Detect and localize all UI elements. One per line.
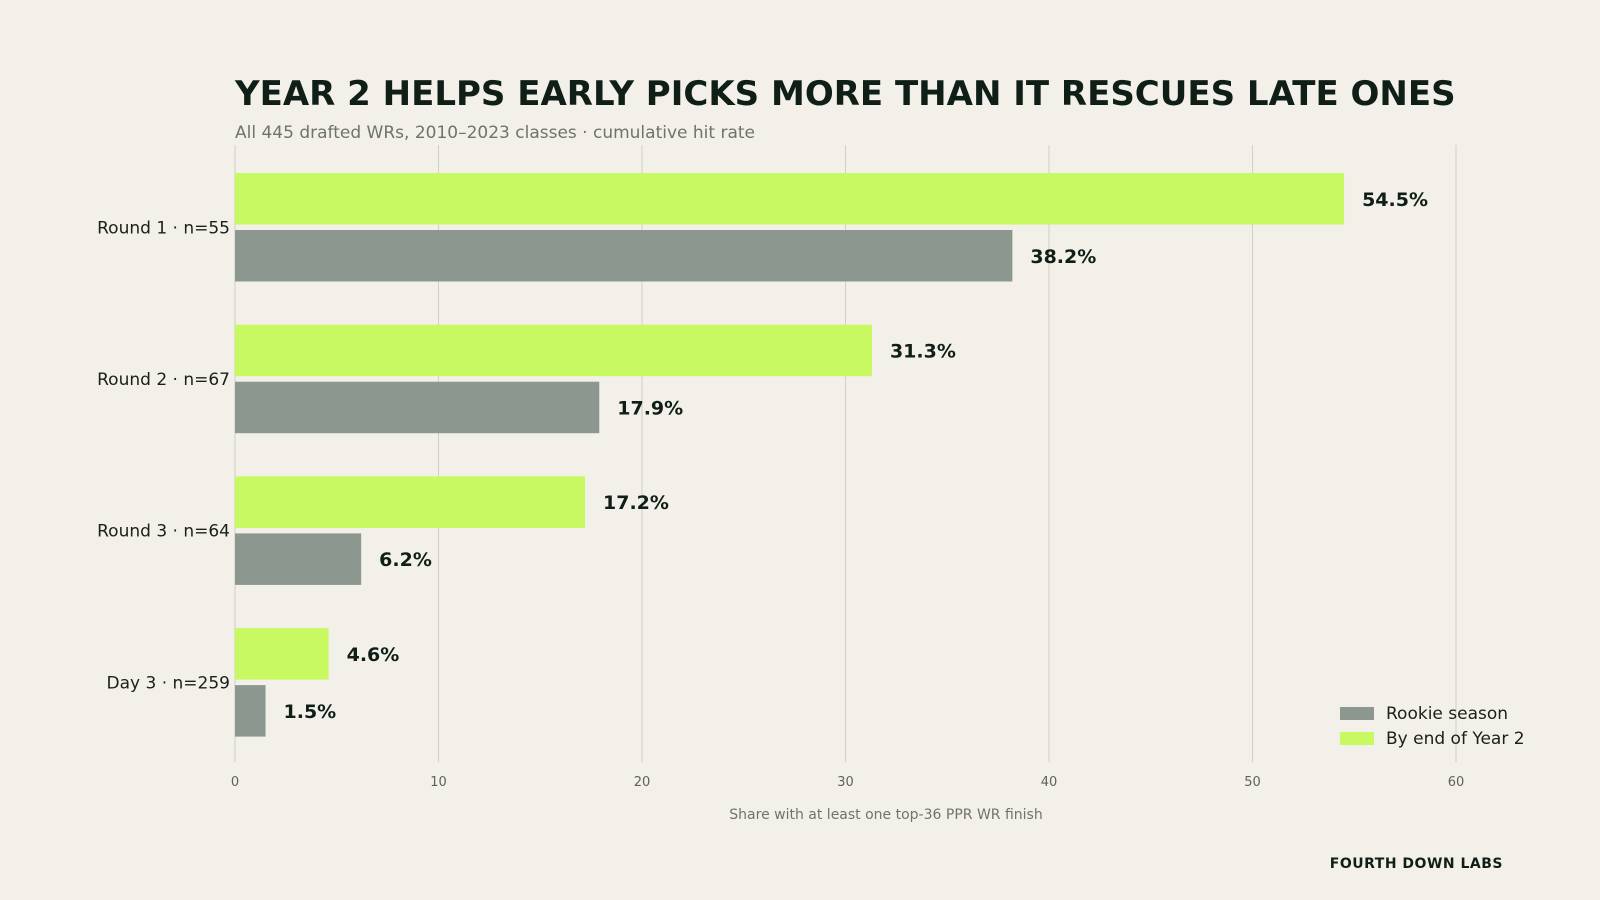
bar-rookie-season [235, 381, 600, 434]
data-label: 38.2% [1030, 246, 1096, 268]
data-label: 17.9% [617, 397, 683, 419]
chart-title: YEAR 2 HELPS EARLY PICKS MORE THAN IT RE… [234, 74, 1456, 114]
bar-rookie-season [235, 533, 362, 585]
x-tick-label: 10 [430, 775, 447, 790]
legend-swatch [1340, 732, 1374, 745]
x-tick-label: 0 [231, 775, 239, 790]
x-tick-label: 30 [837, 775, 854, 790]
data-label: 4.6% [347, 644, 400, 666]
legend: Rookie season By end of Year 2 [1340, 704, 1525, 749]
brand-footer: FOURTH DOWN LABS [1330, 856, 1503, 872]
category-label: Round 2 · n=67 [97, 370, 230, 390]
x-tick-label: 40 [1041, 775, 1058, 790]
data-label: 1.5% [284, 701, 337, 723]
x-axis-label: Share with at least one top-36 PPR WR fi… [729, 807, 1042, 823]
bar-end-of-year-2 [235, 173, 1345, 225]
category-label: Round 1 · n=55 [97, 218, 230, 238]
bars [235, 173, 1345, 737]
data-label: 31.3% [890, 340, 956, 362]
bar-end-of-year-2 [235, 476, 586, 528]
legend-swatch [1340, 707, 1374, 720]
category-label: Day 3 · n=259 [107, 673, 230, 693]
data-label: 17.2% [603, 492, 669, 514]
data-label: 54.5% [1362, 189, 1428, 211]
value-labels: 54.5% 38.2% 31.3% 17.9% 17.2% 6.2% 4.6% 1.5% [284, 189, 1428, 723]
bar-rookie-season [235, 685, 266, 737]
chart-subtitle: All 445 drafted WRs, 2010–2023 classes ·… [235, 123, 755, 143]
data-label: 6.2% [379, 549, 432, 571]
x-tick-label: 60 [1448, 775, 1465, 790]
bar-rookie-season [235, 230, 1013, 282]
x-tick-label: 20 [634, 775, 651, 790]
legend-label: By end of Year 2 [1386, 729, 1525, 749]
legend-label: Rookie season [1386, 704, 1508, 724]
bar-end-of-year-2 [235, 628, 329, 680]
category-labels: Round 1 · n=55 Round 2 · n=67 Round 3 · n=… [97, 218, 230, 693]
x-axis-ticks: 0 10 20 30 40 50 60 [231, 775, 1464, 790]
bar-end-of-year-2 [235, 324, 872, 377]
category-label: Round 3 · n=64 [97, 522, 230, 542]
x-tick-label: 50 [1244, 775, 1261, 790]
